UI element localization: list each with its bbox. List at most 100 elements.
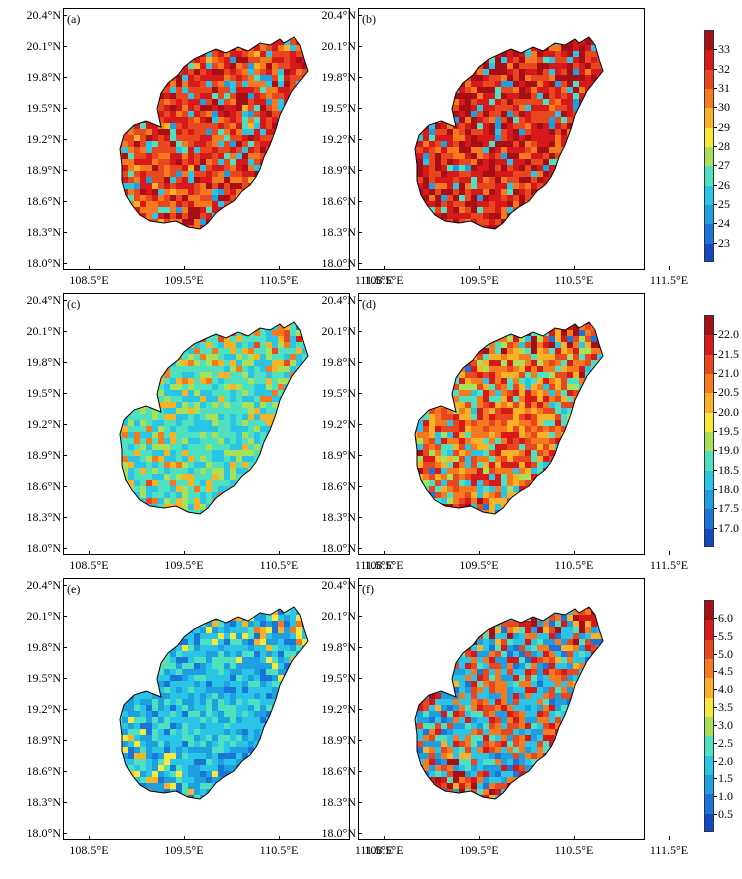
longitude-tick-label: 111.5°E <box>354 558 394 572</box>
latitude-tick-label: 19.2°N <box>321 702 356 716</box>
colorbar-label: 5.5 <box>718 628 733 643</box>
longitude-tick-label: 109.5°E <box>459 558 499 572</box>
longitude-tick <box>384 266 385 270</box>
latitude-tick-label: 19.5°N <box>26 671 61 685</box>
colorbar-segment <box>705 697 713 718</box>
latitude-tick <box>358 108 362 109</box>
latitude-tick-label: 20.4°N <box>321 293 356 307</box>
colorbar-segment <box>705 393 713 414</box>
latitude-tick-label: 19.5°N <box>321 386 356 400</box>
latitude-tick-label: 19.5°N <box>321 101 356 115</box>
latitude-tick <box>63 771 67 772</box>
longitude-tick-label: 109.5°E <box>459 843 499 857</box>
map-panel <box>358 293 645 555</box>
colorbar-segment <box>705 813 713 831</box>
latitude-tick-label: 18.3°N <box>26 795 61 809</box>
colorbar-segment <box>705 147 713 168</box>
coastline <box>119 321 309 515</box>
latitude-tick <box>63 362 67 363</box>
latitude-tick <box>358 139 362 140</box>
colorbar-tick <box>714 689 717 691</box>
latitude-tick <box>63 108 67 109</box>
latitude-tick <box>358 771 362 772</box>
island-map <box>119 606 309 800</box>
colorbar-label: 1.0 <box>718 789 733 804</box>
colorbar-segment <box>705 335 713 356</box>
latitude-tick-label: 20.1°N <box>26 39 61 53</box>
colorbar-tick <box>714 508 717 510</box>
colorbar-tick <box>714 778 717 780</box>
colorbar-label: 1.5 <box>718 771 733 786</box>
longitude-tick-label: 111.5°E <box>354 843 394 857</box>
colorbar-tick <box>714 527 717 529</box>
latitude-tick <box>63 263 67 264</box>
colorbar-tick <box>714 204 717 205</box>
latitude-tick-label: 20.1°N <box>321 39 356 53</box>
longitude-tick <box>279 551 280 555</box>
colorbar-label: 22.0 <box>718 327 739 342</box>
colorbar-label: 25 <box>718 197 730 211</box>
latitude-tick <box>63 331 67 332</box>
colorbar-segment <box>705 374 713 395</box>
colorbar-segment <box>705 528 713 546</box>
colorbar-label: 4.0 <box>718 682 733 697</box>
longitude-tick-label: 111.5°E <box>354 273 394 287</box>
colorbar-label: 3.0 <box>718 717 733 732</box>
latitude-tick-label: 18.6°N <box>321 764 356 778</box>
latitude-tick-label: 18.0°N <box>321 541 356 555</box>
colorbar-label: 18.0 <box>718 482 739 496</box>
latitude-tick-label: 19.2°N <box>26 417 61 431</box>
latitude-tick <box>63 424 67 425</box>
colorbar-segment <box>705 451 713 472</box>
colorbar-tick <box>714 450 717 452</box>
latitude-tick <box>63 802 67 803</box>
island-map <box>414 606 604 800</box>
latitude-tick-label: 20.4°N <box>26 578 61 592</box>
island-map <box>414 321 604 515</box>
colorbar-label: 17.5 <box>718 501 739 516</box>
latitude-tick <box>358 15 362 16</box>
longitude-tick-label: 110.5°E <box>259 558 299 572</box>
longitude-tick <box>574 836 575 840</box>
latitude-tick-label: 19.2°N <box>321 132 356 146</box>
colorbar-segment <box>705 509 713 530</box>
latitude-tick <box>63 740 67 741</box>
latitude-tick-label: 18.6°N <box>26 194 61 208</box>
latitude-tick-label: 20.4°N <box>26 293 61 307</box>
longitude-tick <box>279 266 280 270</box>
latitude-tick <box>358 393 362 394</box>
longitude-tick-label: 111.5°E <box>649 558 689 572</box>
colorbar-segment <box>705 69 713 90</box>
latitude-tick <box>63 201 67 202</box>
colorbar-label: 4.5 <box>718 664 733 679</box>
colorbar-tick <box>714 489 717 490</box>
colorbar-segment <box>705 89 713 110</box>
colorbar-tick <box>714 165 717 167</box>
colorbar <box>704 600 714 832</box>
latitude-tick-label: 18.3°N <box>26 510 61 524</box>
longitude-tick-label: 110.5°E <box>554 843 594 857</box>
colorbar-label: 5.0 <box>718 646 733 661</box>
map-panel <box>63 8 350 270</box>
coastline <box>414 36 604 230</box>
longitude-tick-label: 110.5°E <box>554 273 594 287</box>
longitude-tick-label: 108.5°E <box>364 273 404 287</box>
coastline <box>414 321 604 515</box>
colorbar-tick <box>714 653 717 655</box>
longitude-tick <box>89 266 90 270</box>
latitude-tick <box>63 833 67 834</box>
longitude-tick-label: 111.5°E <box>649 843 689 857</box>
colorbar-tick <box>714 411 717 413</box>
colorbar <box>704 315 714 547</box>
longitude-tick <box>184 836 185 840</box>
latitude-tick-label: 18.0°N <box>321 256 356 270</box>
colorbar-tick <box>714 88 717 89</box>
longitude-tick <box>479 551 480 555</box>
latitude-tick-label: 18.3°N <box>321 795 356 809</box>
colorbar-segment <box>705 620 713 641</box>
longitude-tick-label: 110.5°E <box>554 558 594 572</box>
colorbar-label: 3.5 <box>718 700 733 715</box>
colorbar-label: 31 <box>718 81 730 95</box>
latitude-tick-label: 18.6°N <box>26 479 61 493</box>
colorbar-label: 21.5 <box>718 346 739 361</box>
